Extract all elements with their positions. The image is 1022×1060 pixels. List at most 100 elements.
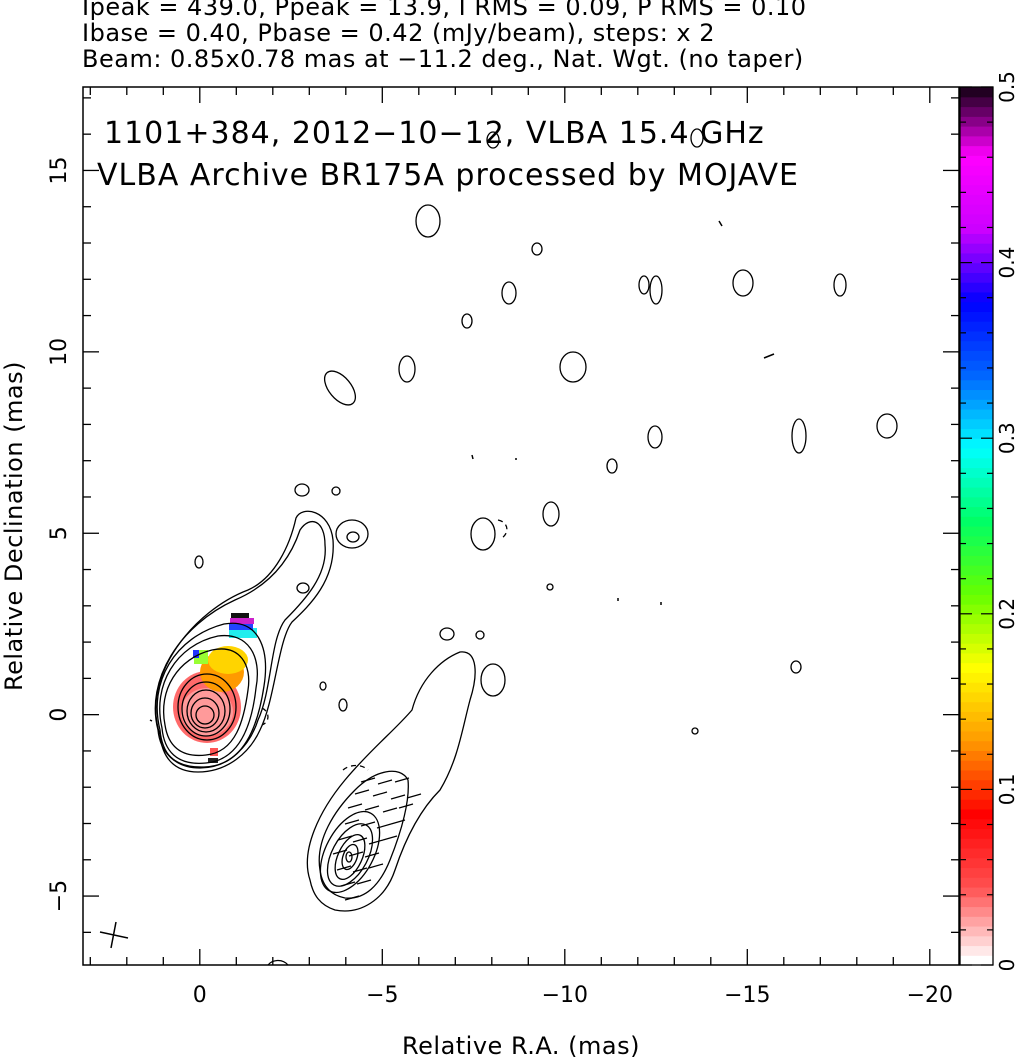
x-tick-label: −5 — [366, 983, 398, 1008]
noise-speck — [471, 454, 474, 460]
colorbar-band — [960, 496, 993, 508]
x-tick-label: −15 — [724, 983, 770, 1008]
noise-speck — [763, 353, 775, 359]
colorbar-band — [960, 799, 993, 810]
colorbar-band — [960, 408, 993, 420]
core-contour — [190, 697, 220, 729]
noise-speck — [149, 719, 153, 722]
blob-contour — [791, 418, 807, 454]
y-tick-label: 0 — [47, 708, 72, 722]
colorbar-band — [960, 233, 993, 244]
pol-patch-black — [231, 613, 249, 618]
colorbar-band — [960, 340, 993, 351]
colorbar-band — [960, 613, 993, 625]
blob-contour — [267, 959, 289, 965]
colorbar-band — [960, 301, 993, 312]
colorbar-band — [960, 886, 993, 898]
colorbar-band — [960, 808, 993, 820]
blob-contour — [732, 269, 754, 297]
colorbar-band — [960, 428, 993, 439]
pol-patch-magenta — [230, 618, 254, 624]
y-tick-label: 15 — [47, 156, 72, 184]
polarization-vector — [376, 823, 392, 829]
pol-patch-blue — [229, 624, 253, 630]
blob-contour — [501, 281, 517, 305]
colorbar-band — [960, 155, 993, 166]
colorbar-tick-labels: 0 0.1 0.2 0.3 0.4 0.5 — [995, 71, 1019, 971]
colorbar-band — [960, 516, 993, 527]
blob-contour — [691, 727, 699, 735]
core-contour — [181, 681, 231, 737]
blob-contour — [876, 413, 898, 439]
y-tick-label: 10 — [47, 338, 72, 366]
colorbar-band — [960, 691, 993, 703]
blob-contour — [398, 355, 416, 383]
core-contour — [159, 634, 258, 764]
polarization-vector — [390, 819, 406, 825]
core-contour — [156, 622, 267, 768]
colorbar-frame — [959, 86, 994, 966]
colorbar-band — [960, 321, 993, 332]
south-contour — [318, 770, 409, 899]
colorbar-band — [960, 223, 993, 234]
colorbar-band — [960, 604, 993, 615]
colorbar-band — [960, 447, 993, 459]
colorbar-band — [960, 477, 993, 488]
blob-contour — [194, 555, 204, 569]
colorbar-band — [960, 945, 993, 956]
blob-contour — [833, 273, 847, 297]
polarization-vector — [394, 777, 410, 783]
colorbar-band — [960, 906, 993, 917]
colorbar-band — [960, 789, 993, 800]
blob-contour — [415, 204, 441, 238]
polarization-vector — [364, 852, 380, 858]
south-contour — [345, 851, 353, 863]
core-contour — [195, 705, 215, 725]
extension-contour — [154, 520, 326, 769]
polarization-vector — [382, 835, 398, 841]
header-line-1: Ipeak = 439.0, Ppeak = 13.9, I RMS = 0.0… — [82, 0, 807, 21]
blob-contour — [461, 313, 473, 329]
blob-contour — [323, 370, 357, 406]
south-contour — [306, 651, 476, 912]
colorbar-band — [960, 116, 993, 127]
negative-contour — [261, 707, 269, 726]
colorbar-band — [960, 379, 993, 391]
colorbar-band — [960, 847, 993, 859]
polarization-vector — [348, 851, 364, 857]
colorbar-band — [960, 662, 993, 673]
blob-contour — [531, 242, 543, 256]
polarization-vector — [377, 779, 393, 785]
polarization-vector — [354, 789, 370, 795]
colorbar-tick-label: 0 — [995, 959, 1019, 972]
pol-patch-red-inner — [181, 688, 233, 736]
colorbar-tick-label: 0.2 — [995, 598, 1019, 630]
colorbar-band — [960, 535, 993, 547]
colorbar-band — [960, 672, 993, 683]
colorbar-band — [960, 682, 993, 693]
axis-ticks — [83, 87, 959, 965]
blob-contour — [606, 458, 618, 474]
colorbar-band — [960, 721, 993, 732]
blob-contour — [338, 698, 348, 712]
colorbar-band — [960, 818, 993, 830]
colorbar-band — [960, 252, 993, 264]
colorbar-band — [960, 623, 993, 634]
colorbar-band — [960, 330, 993, 342]
polarization-vector — [352, 867, 368, 873]
polarization-vector — [360, 777, 376, 783]
colorbar-band — [960, 574, 993, 586]
polarization-vector — [347, 803, 363, 809]
colorbar-band — [960, 545, 993, 556]
colorbar-tick-label: 0.3 — [995, 422, 1019, 454]
colorbar: 0 0.1 0.2 0.3 0.4 0.5 — [959, 71, 1019, 971]
colorbar-band — [960, 701, 993, 712]
colorbar-band — [960, 311, 993, 322]
colorbar-band — [960, 438, 993, 449]
colorbar-band — [960, 565, 993, 576]
plot-frame — [82, 86, 960, 966]
blob-contour — [346, 531, 360, 543]
colorbar-tick-label: 0.4 — [995, 247, 1019, 279]
contour-layer — [154, 128, 898, 965]
pol-patch-cyan — [229, 628, 257, 638]
